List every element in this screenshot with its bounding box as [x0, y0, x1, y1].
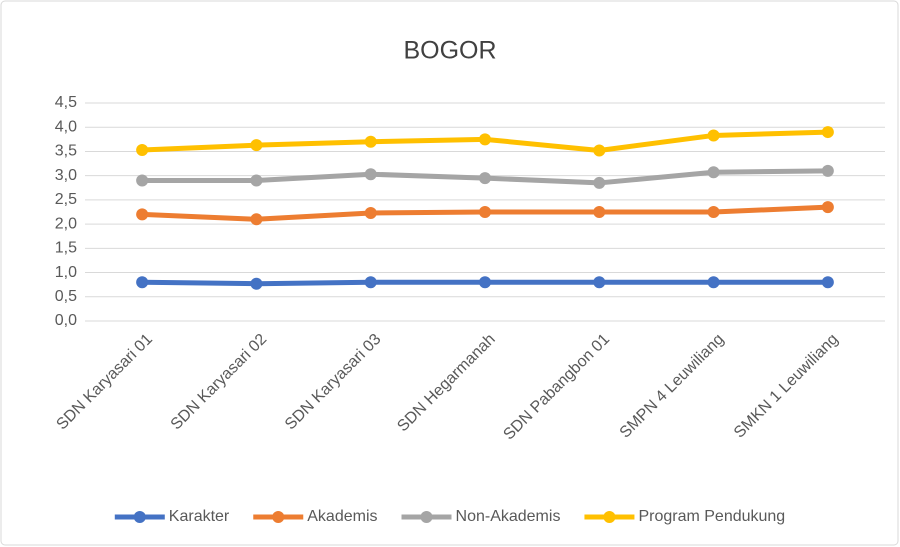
series-marker [707, 206, 720, 218]
series-marker [364, 168, 377, 181]
series-marker [821, 164, 834, 177]
series-marker [821, 201, 834, 214]
y-tick-label: 2,5 [55, 191, 77, 208]
legend: Karakter Akademis Non-Akademis Program Pend… [114, 508, 785, 525]
series-marker [250, 139, 263, 152]
y-tick-label: 0,0 [55, 312, 77, 329]
series-marker [821, 126, 834, 139]
chart-title: BOGOR [403, 37, 496, 65]
series-marker [136, 174, 149, 187]
series-marker [593, 206, 606, 218]
series-marker [593, 276, 606, 289]
series-marker [707, 129, 720, 142]
y-tick-label: 2,0 [55, 215, 77, 232]
legend-label: Non-Akademis [456, 508, 561, 525]
legend-label: Karakter [169, 508, 230, 525]
legend-label: Program Pendukung [638, 508, 785, 525]
series-marker [479, 276, 491, 289]
series-marker [479, 206, 491, 218]
series-marker [250, 213, 263, 226]
series-marker [593, 176, 606, 189]
y-tick-label: 3,0 [55, 167, 77, 184]
series-marker [364, 276, 377, 289]
series-marker [707, 276, 720, 289]
series-marker [136, 276, 149, 289]
series-marker [479, 133, 491, 146]
legend-marker [603, 511, 616, 523]
series-marker [707, 166, 720, 179]
series-marker [136, 143, 149, 156]
series-marker [136, 208, 149, 221]
legend-marker [420, 511, 433, 523]
y-tick-label: 4,0 [55, 118, 77, 135]
y-tick-label: 4,5 [55, 94, 77, 111]
series-marker [364, 206, 377, 219]
legend-marker [133, 511, 146, 523]
legend-marker [272, 511, 285, 523]
y-tick-label: 1,0 [55, 264, 77, 281]
series-marker [479, 172, 491, 185]
y-tick-label: 3,5 [55, 143, 77, 160]
legend-label: Akademis [307, 508, 377, 525]
y-tick-label: 1,5 [55, 240, 77, 257]
series-marker [250, 277, 263, 290]
series-marker [593, 144, 606, 157]
series-marker [250, 174, 263, 187]
y-tick-label: 0,5 [55, 288, 77, 305]
series-marker [364, 135, 377, 148]
series-marker [821, 276, 834, 289]
